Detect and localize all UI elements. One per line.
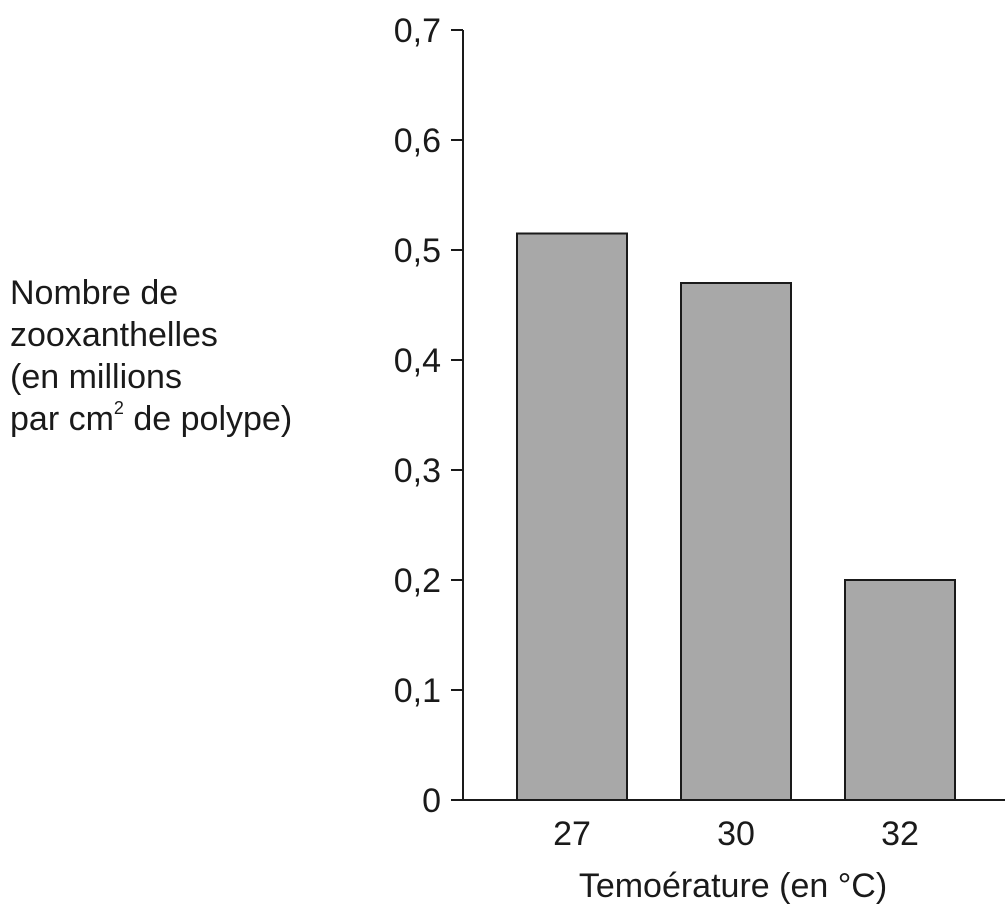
y-tick-label: 0,6 <box>394 122 441 160</box>
y-tick-label: 0,3 <box>394 452 441 490</box>
bar-30 <box>681 283 791 800</box>
x-tick-label: 27 <box>553 815 591 853</box>
y-tick-label: 0,5 <box>394 232 441 270</box>
x-axis-label: Temoérature (en °C) <box>579 867 887 904</box>
x-tick-label: 30 <box>717 815 755 853</box>
y-ticks-group: 0 0,1 0,2 0,3 0,4 0,5 0,6 0,7 <box>394 12 463 820</box>
y-tick-label: 0,4 <box>394 342 441 380</box>
bar-32 <box>845 580 955 800</box>
bar-27 <box>517 234 627 801</box>
y-tick-label: 0 <box>422 782 441 820</box>
y-tick-label: 0,1 <box>394 672 441 710</box>
y-tick-label: 0,2 <box>394 562 441 600</box>
x-ticks-group: 27 30 32 <box>553 815 919 853</box>
bars-group <box>517 234 955 801</box>
x-tick-label: 32 <box>881 815 919 853</box>
y-tick-label: 0,7 <box>394 12 441 50</box>
